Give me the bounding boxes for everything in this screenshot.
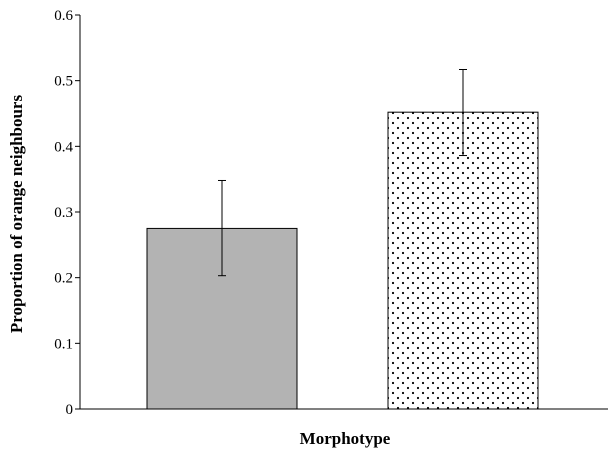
y-tick-label: 0.1	[54, 336, 73, 352]
y-axis-title: Proportion of orange neighbours	[7, 95, 26, 334]
y-tick-label: 0	[66, 402, 74, 418]
y-tick-label: 0.5	[54, 74, 73, 90]
y-tick-label: 0.6	[54, 8, 73, 24]
y-tick-label: 0.2	[54, 271, 73, 287]
y-tick-label: 0.3	[54, 205, 73, 221]
plot-area: 0 0.1 0.2 0.3 0.4 0.5 0.6	[54, 8, 608, 418]
bar	[387, 111, 539, 410]
y-tick-label: 0.4	[54, 139, 73, 155]
x-axis-title: Morphotype	[300, 429, 391, 448]
